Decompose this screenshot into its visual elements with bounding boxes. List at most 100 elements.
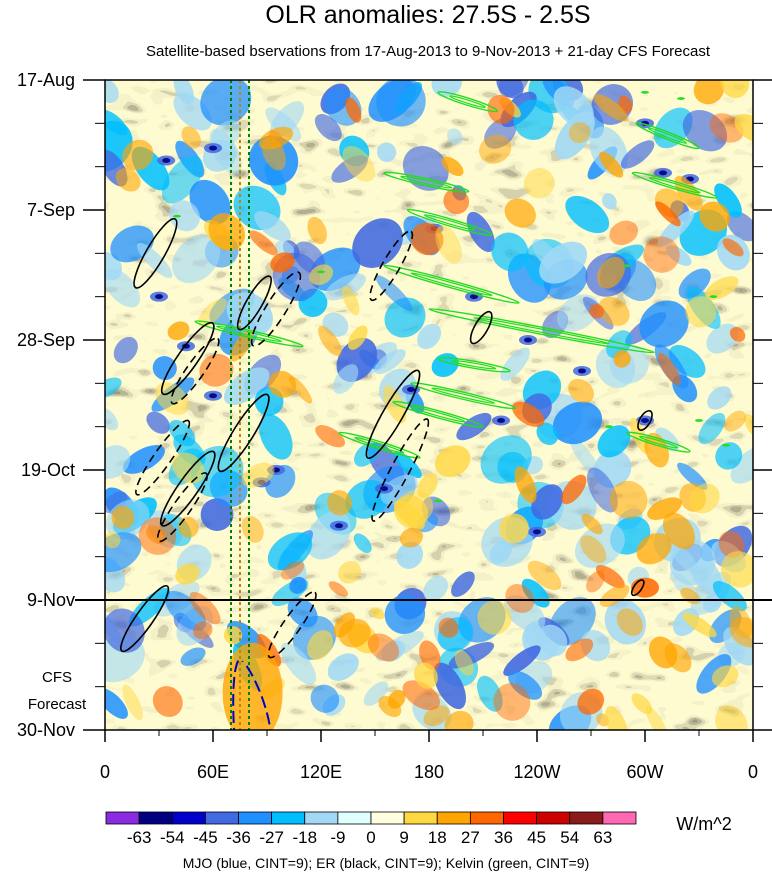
kelvin-contour bbox=[406, 208, 493, 236]
colorbar-label: -36 bbox=[226, 828, 251, 847]
positive-anomaly-cell bbox=[648, 636, 678, 669]
positive-anomaly-cell bbox=[155, 382, 190, 415]
kelvin-contour-inner bbox=[431, 387, 496, 404]
positive-anomaly-cell bbox=[493, 683, 531, 721]
negative-anomaly-cell bbox=[498, 80, 529, 98]
er-contour-dashed bbox=[369, 230, 414, 302]
negative-anomaly-cell bbox=[200, 498, 234, 531]
x-tick-label: 0 bbox=[100, 762, 110, 782]
positive-anomaly-cell bbox=[581, 513, 603, 535]
y-tick-label: 9-Nov bbox=[27, 590, 75, 610]
kelvin-contour bbox=[428, 308, 655, 354]
positive-anomaly-cell bbox=[367, 633, 400, 662]
negative-anomaly-cell bbox=[513, 99, 554, 140]
positive-anomaly-cell bbox=[441, 156, 464, 177]
positive-anomaly-cell bbox=[568, 121, 591, 144]
er-contour bbox=[469, 310, 493, 345]
colorbar-label: 0 bbox=[366, 828, 375, 847]
colorbar-label: 27 bbox=[461, 828, 480, 847]
er-contour bbox=[365, 369, 421, 460]
negative-anomaly-cell bbox=[433, 662, 467, 710]
positive-anomaly-cell bbox=[527, 560, 562, 591]
positive-anomaly-cell bbox=[443, 188, 470, 215]
kelvin-contour bbox=[383, 264, 520, 304]
positive-anomaly-cell bbox=[152, 686, 183, 718]
negative-anomaly-cell bbox=[189, 179, 231, 225]
kelvin-contour-inner bbox=[400, 175, 453, 189]
positive-anomaly-cell bbox=[589, 303, 604, 319]
positive-anomaly-cell bbox=[199, 353, 234, 387]
positive-anomaly-cell bbox=[394, 500, 425, 530]
colorbar-label: -54 bbox=[160, 828, 185, 847]
negative-anomaly-cell bbox=[105, 445, 131, 479]
positive-anomaly-cell bbox=[593, 94, 628, 122]
negative-anomaly-cell bbox=[707, 386, 732, 410]
positive-anomaly-cell bbox=[242, 462, 275, 488]
negative-anomaly-cell bbox=[105, 268, 141, 308]
negative-anomaly-cell bbox=[393, 451, 422, 479]
er-contour bbox=[217, 393, 270, 473]
mjo-contours bbox=[232, 658, 272, 730]
positive-anomaly-cell bbox=[444, 710, 474, 730]
x-tick-label: 180 bbox=[414, 762, 444, 782]
negative-anomaly-cell bbox=[682, 110, 728, 152]
positive-anomaly-cell bbox=[514, 466, 537, 503]
positive-anomaly-cell bbox=[705, 276, 739, 300]
negative-anomaly-cell bbox=[375, 275, 413, 311]
colorbar-label: -45 bbox=[193, 828, 218, 847]
colorbar-swatch bbox=[436, 811, 471, 825]
negative-anomaly-cell bbox=[726, 211, 753, 242]
chart-title: OLR anomalies: 27.5S - 2.5S bbox=[265, 1, 590, 29]
negative-anomaly-core bbox=[335, 523, 343, 529]
positive-anomaly-cell bbox=[715, 705, 748, 730]
colorbar-swatch bbox=[569, 811, 604, 825]
negative-anomaly-cell bbox=[384, 297, 426, 338]
colorbar-label: 18 bbox=[428, 828, 447, 847]
positive-anomaly-cell bbox=[613, 350, 631, 368]
negative-anomaly-cell bbox=[353, 533, 372, 554]
kelvin-contour-inner bbox=[354, 437, 405, 454]
negative-anomaly-cell bbox=[715, 442, 743, 470]
positive-anomaly-cell bbox=[378, 695, 402, 718]
negative-anomaly-cell bbox=[200, 80, 252, 126]
negative-anomaly-cell bbox=[363, 681, 389, 706]
positive-anomaly-cell bbox=[599, 584, 630, 607]
positive-anomaly-cell bbox=[477, 600, 512, 635]
colorbar-swatch bbox=[602, 811, 637, 825]
colorbar-label: 54 bbox=[560, 828, 579, 847]
positive-anomaly-cell bbox=[720, 80, 750, 99]
positive-anomaly-cell bbox=[631, 693, 653, 715]
negative-anomaly-core bbox=[209, 145, 217, 151]
er-contour bbox=[160, 321, 215, 396]
negative-anomaly-cell bbox=[314, 113, 342, 142]
er-contours bbox=[120, 217, 653, 659]
positive-anomaly-cell bbox=[230, 330, 254, 362]
positive-anomaly-cell bbox=[315, 425, 346, 448]
kelvin-contour-fragment bbox=[709, 295, 718, 299]
kelvin-contour-inner bbox=[451, 360, 497, 370]
positive-anomaly-cell bbox=[370, 607, 385, 620]
positive-anomaly-cell bbox=[616, 608, 643, 636]
kelvin-contour-fragment bbox=[605, 425, 613, 429]
y-tick-label: 28-Sep bbox=[17, 330, 75, 350]
kelvin-contour bbox=[626, 431, 691, 453]
positive-anomaly-cell bbox=[454, 649, 474, 676]
positive-anomaly-cell bbox=[307, 216, 327, 245]
positive-anomaly-cell bbox=[208, 213, 246, 251]
er-contour bbox=[133, 217, 178, 289]
positive-anomaly-cell bbox=[258, 126, 294, 150]
negative-anomaly-cell bbox=[376, 142, 397, 162]
negative-anomaly-cell bbox=[552, 401, 603, 445]
colorbar-label: 9 bbox=[399, 828, 408, 847]
kelvin-contour-inner bbox=[473, 317, 610, 345]
negative-anomaly-cell bbox=[531, 484, 564, 520]
kelvin-contour bbox=[338, 431, 421, 459]
positive-anomaly-cell bbox=[223, 626, 243, 645]
negative-anomaly-cell bbox=[553, 86, 594, 128]
colorbar-units: W/m^2 bbox=[676, 814, 731, 834]
positive-anomaly-cell bbox=[309, 264, 334, 286]
er-contour bbox=[630, 579, 645, 597]
negative-anomaly-core bbox=[578, 368, 586, 374]
positive-anomaly-cell bbox=[479, 134, 512, 164]
